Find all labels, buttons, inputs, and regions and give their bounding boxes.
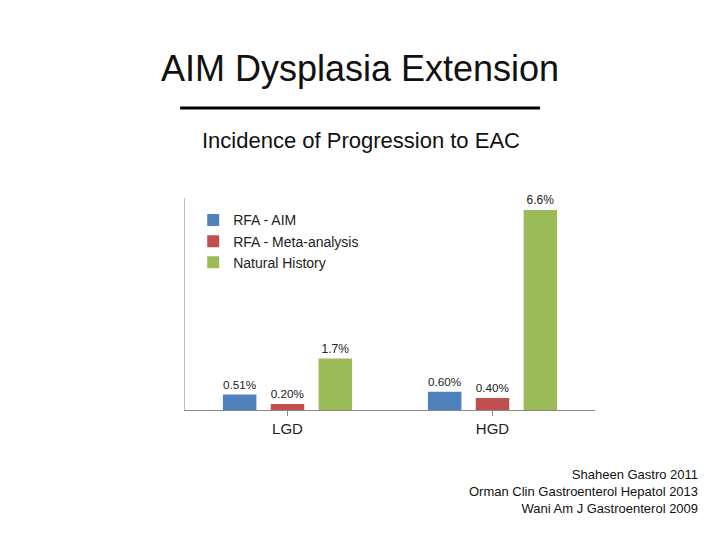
svg-text:HGD: HGD: [476, 420, 510, 437]
svg-text:0.51%: 0.51%: [223, 378, 256, 391]
svg-text:AIM Dysplasia Extension: AIM Dysplasia Extension: [161, 48, 559, 89]
svg-text:RFA - Meta-analysis: RFA - Meta-analysis: [233, 234, 358, 250]
svg-text:LGD: LGD: [272, 420, 303, 437]
svg-text:0.60%: 0.60%: [428, 375, 461, 388]
svg-text:6.6%: 6.6%: [526, 193, 554, 207]
svg-text:0.40%: 0.40%: [476, 381, 509, 394]
svg-text:RFA - AIM: RFA - AIM: [233, 212, 296, 228]
svg-text:Incidence of Progression to EA: Incidence of Progression to EAC: [202, 128, 520, 153]
svg-text:0.20%: 0.20%: [271, 387, 304, 400]
svg-text:Shaheen Gastro 2011Orman Clin: Shaheen Gastro 2011Orman Clin Gastroente…: [469, 467, 698, 516]
svg-text:1.7%: 1.7%: [321, 342, 349, 356]
svg-text:Natural History: Natural History: [233, 255, 326, 271]
